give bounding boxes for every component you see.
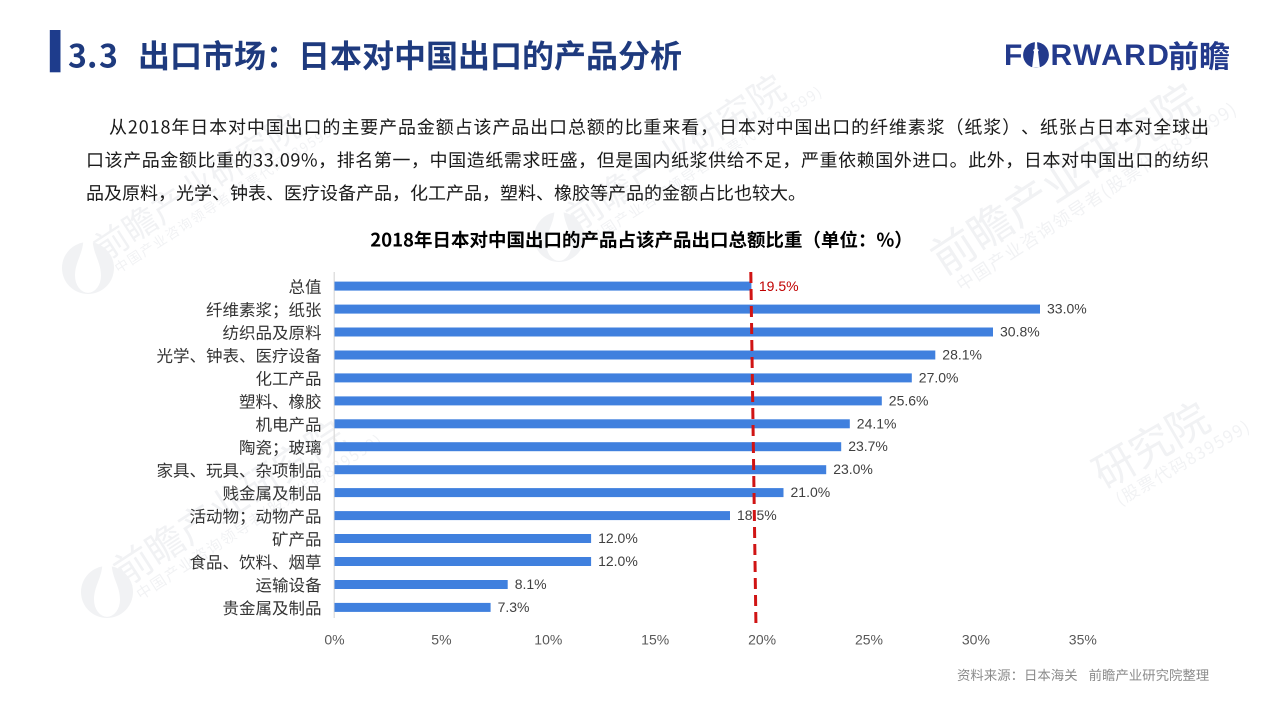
svg-text:F: F	[1004, 39, 1024, 72]
svg-text:19.5%: 19.5%	[759, 278, 799, 294]
svg-text:0%: 0%	[324, 632, 344, 648]
svg-text:23.7%: 23.7%	[848, 438, 888, 454]
svg-text:30.8%: 30.8%	[1000, 324, 1040, 340]
svg-text:27.0%: 27.0%	[919, 369, 959, 385]
svg-text:20%: 20%	[748, 632, 776, 648]
svg-text:30%: 30%	[962, 632, 990, 648]
svg-text:33.0%: 33.0%	[1047, 301, 1087, 317]
svg-text:12.0%: 12.0%	[598, 530, 638, 546]
svg-text:18.5%: 18.5%	[737, 507, 777, 523]
svg-text:RWARD: RWARD	[1051, 39, 1171, 72]
svg-text:25.6%: 25.6%	[889, 392, 929, 408]
svg-text:10%: 10%	[534, 632, 562, 648]
svg-text:12.0%: 12.0%	[598, 553, 638, 569]
svg-text:15%: 15%	[641, 632, 669, 648]
svg-text:23.0%: 23.0%	[833, 461, 873, 477]
svg-text:7.3%: 7.3%	[498, 599, 530, 615]
svg-text:35%: 35%	[1069, 632, 1097, 648]
svg-text:28.1%: 28.1%	[942, 347, 982, 363]
svg-text:25%: 25%	[855, 632, 883, 648]
svg-text:5%: 5%	[431, 632, 451, 648]
svg-text:8.1%: 8.1%	[515, 576, 547, 592]
svg-text:24.1%: 24.1%	[857, 415, 897, 431]
svg-text:21.0%: 21.0%	[791, 484, 831, 500]
